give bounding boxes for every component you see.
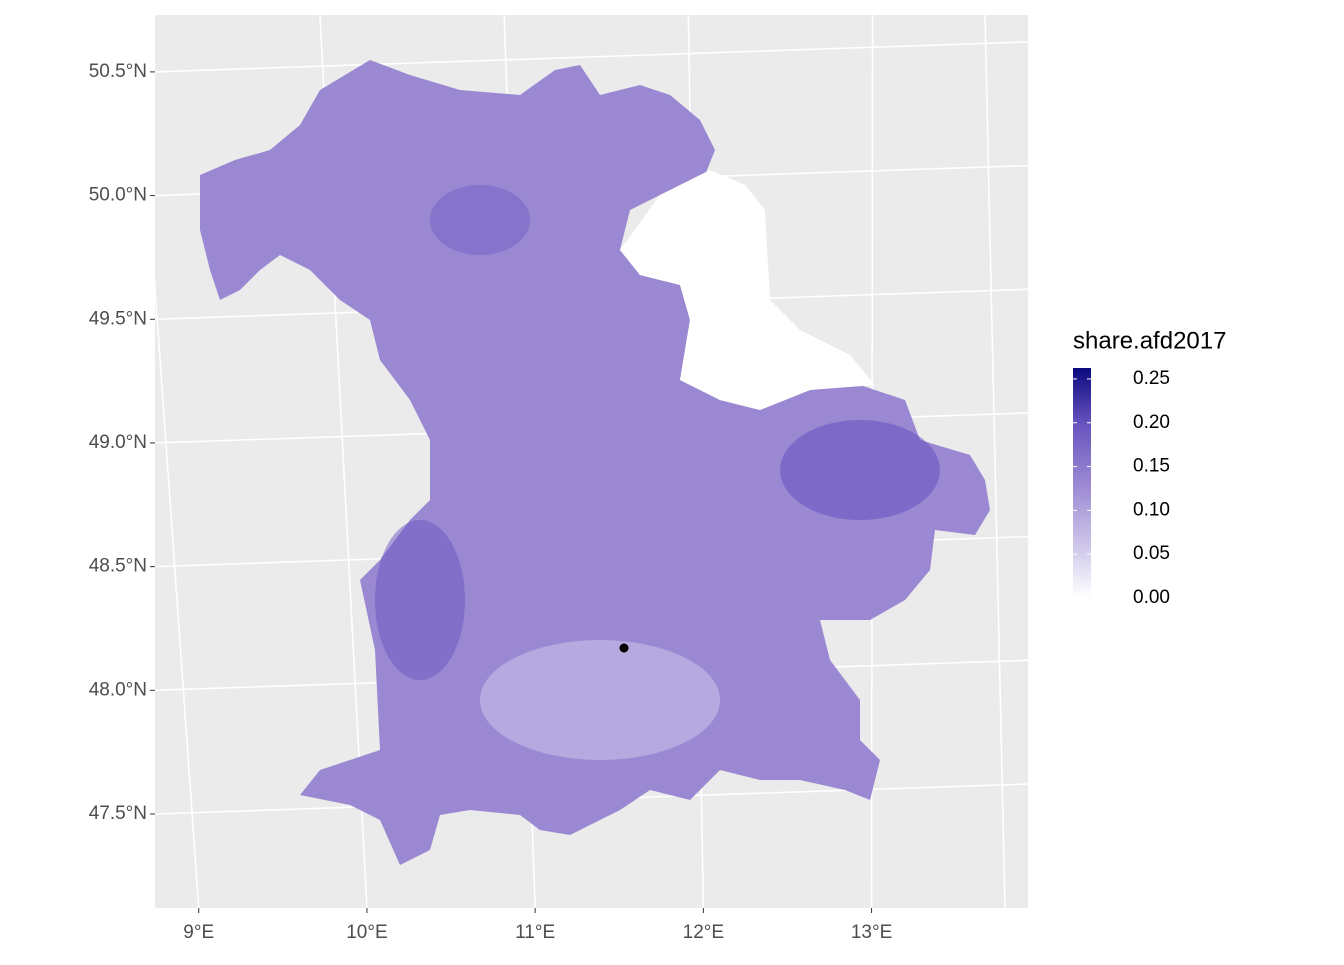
blank-area	[620, 170, 875, 410]
x-tick-label: 11°E	[515, 922, 555, 943]
map	[200, 60, 990, 865]
x-tick-label: 10°E	[346, 922, 387, 943]
grid-line	[155, 41, 1028, 73]
region-shade	[480, 640, 720, 760]
y-tick-label: 47.5°N	[89, 803, 147, 824]
x-tick-label: 9°E	[183, 922, 214, 943]
legend-label: 0.15	[1133, 456, 1170, 477]
axes: 47.5°N 48.0°N 48.5°N 49.0°N 49.5°N 50.0°N 50.5…	[89, 61, 893, 943]
legend-label: 0.05	[1133, 543, 1170, 564]
region-shade	[375, 520, 465, 680]
y-tick-label: 49.0°N	[89, 432, 147, 453]
grid-line	[984, 15, 1006, 908]
legend-title: share.afd2017	[1073, 327, 1226, 354]
legend-label: 0.10	[1133, 499, 1170, 520]
y-tick-label: 48.0°N	[89, 679, 147, 700]
y-tick-label: 50.5°N	[89, 61, 147, 82]
point-marker	[619, 643, 629, 653]
x-tick-label: 12°E	[683, 922, 724, 943]
legend-label: 0.00	[1133, 587, 1170, 608]
legend-label: 0.25	[1133, 368, 1170, 389]
y-tick-label: 48.5°N	[89, 556, 147, 577]
legend-label: 0.20	[1133, 412, 1170, 433]
region-shade	[430, 185, 530, 255]
y-tick-label: 49.5°N	[89, 308, 147, 329]
y-tick-label: 50.0°N	[89, 185, 147, 206]
grid-line	[155, 276, 200, 908]
region-shade	[780, 420, 940, 520]
x-tick-label: 13°E	[851, 922, 892, 943]
legend-colorbar	[1073, 368, 1091, 598]
